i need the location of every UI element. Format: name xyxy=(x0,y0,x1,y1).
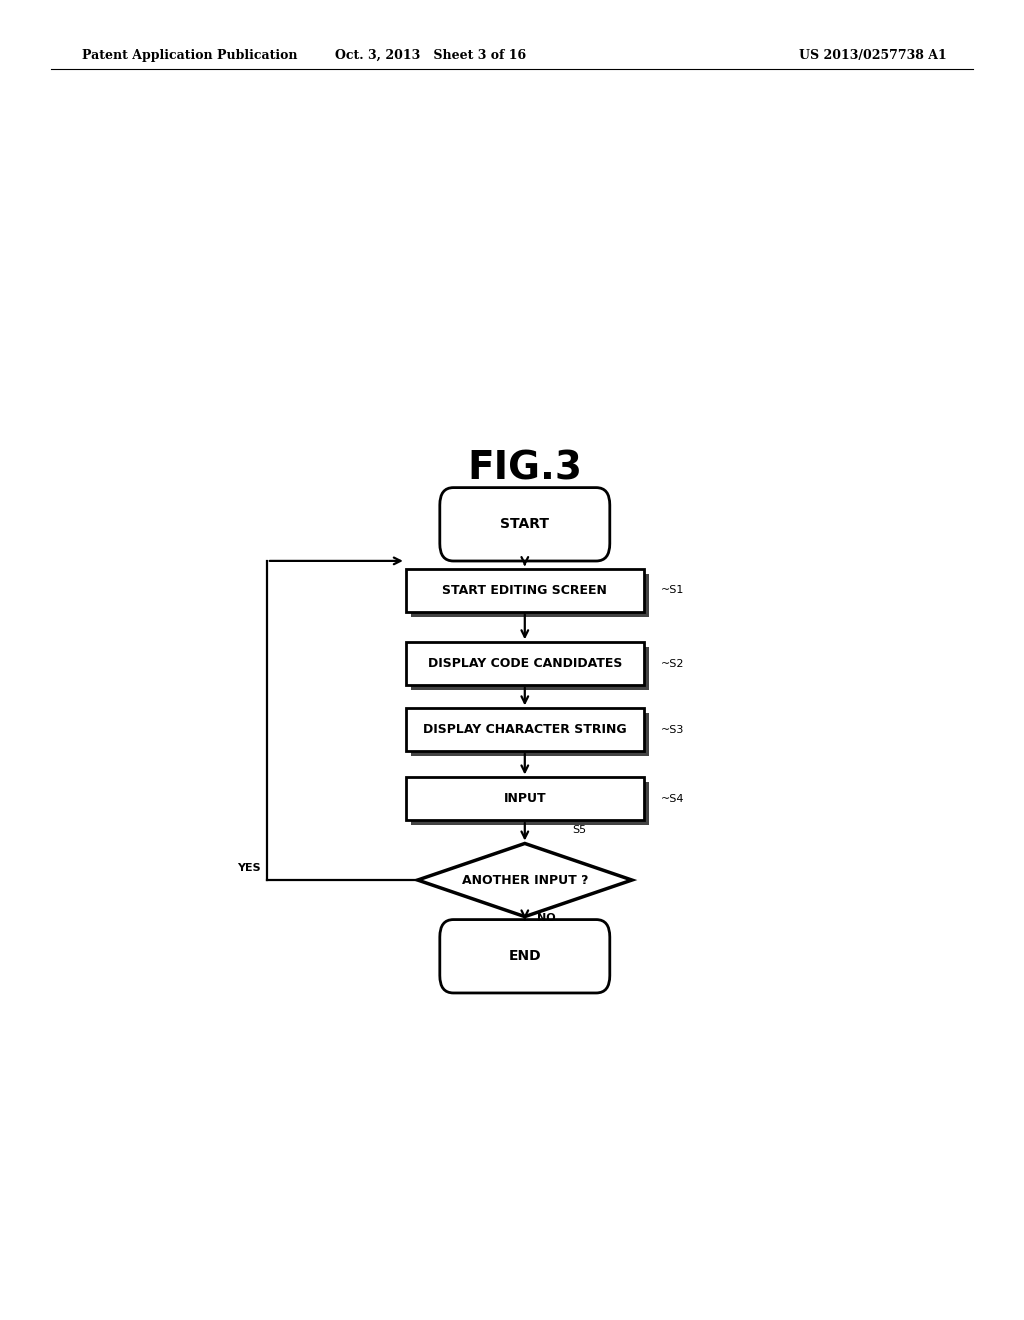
Polygon shape xyxy=(406,643,644,685)
Polygon shape xyxy=(411,574,648,616)
Text: INPUT: INPUT xyxy=(504,792,546,805)
Polygon shape xyxy=(406,709,644,751)
Text: DISPLAY CODE CANDIDATES: DISPLAY CODE CANDIDATES xyxy=(428,657,622,671)
Polygon shape xyxy=(411,783,648,825)
Text: START EDITING SCREEN: START EDITING SCREEN xyxy=(442,583,607,597)
Text: NO: NO xyxy=(537,913,555,923)
Polygon shape xyxy=(406,569,644,611)
Polygon shape xyxy=(418,843,632,916)
Text: US 2013/0257738 A1: US 2013/0257738 A1 xyxy=(799,49,946,62)
Text: ~S4: ~S4 xyxy=(662,793,685,804)
Text: FIG.3: FIG.3 xyxy=(467,449,583,487)
FancyBboxPatch shape xyxy=(439,920,610,993)
Text: YES: YES xyxy=(237,863,260,873)
Text: ~S3: ~S3 xyxy=(662,725,685,735)
Text: Oct. 3, 2013   Sheet 3 of 16: Oct. 3, 2013 Sheet 3 of 16 xyxy=(335,49,525,62)
Text: ~S2: ~S2 xyxy=(662,659,685,668)
Text: END: END xyxy=(509,949,541,964)
Polygon shape xyxy=(411,647,648,690)
FancyBboxPatch shape xyxy=(439,487,610,561)
Text: ~S1: ~S1 xyxy=(662,585,685,595)
Text: S5: S5 xyxy=(572,825,587,836)
Polygon shape xyxy=(406,777,644,820)
Text: DISPLAY CHARACTER STRING: DISPLAY CHARACTER STRING xyxy=(423,723,627,737)
Text: START: START xyxy=(501,517,549,532)
Text: Patent Application Publication: Patent Application Publication xyxy=(82,49,297,62)
Text: ANOTHER INPUT ?: ANOTHER INPUT ? xyxy=(462,874,588,887)
Polygon shape xyxy=(411,713,648,756)
